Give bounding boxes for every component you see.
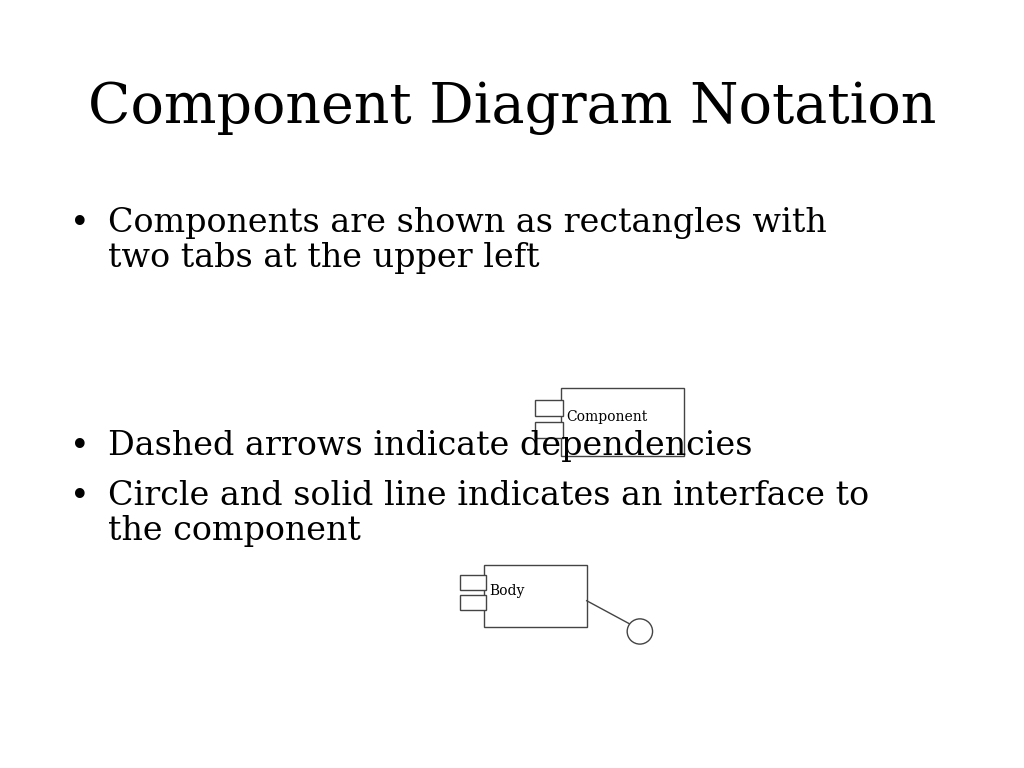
- Bar: [483, 565, 587, 627]
- Text: Body: Body: [489, 584, 524, 598]
- Text: Component: Component: [566, 410, 647, 424]
- Text: the component: the component: [108, 515, 360, 547]
- Text: •: •: [70, 480, 89, 513]
- Ellipse shape: [627, 619, 652, 644]
- Text: two tabs at the upper left: two tabs at the upper left: [108, 242, 540, 274]
- Bar: [460, 575, 486, 590]
- Text: Component Diagram Notation: Component Diagram Notation: [88, 81, 936, 135]
- Bar: [536, 422, 563, 438]
- Bar: [536, 399, 563, 416]
- Bar: [460, 595, 486, 610]
- Bar: [560, 388, 684, 456]
- Text: •: •: [70, 207, 89, 240]
- Text: Components are shown as rectangles with: Components are shown as rectangles with: [108, 207, 826, 240]
- Text: •: •: [70, 430, 89, 463]
- Text: Dashed arrows indicate dependencies: Dashed arrows indicate dependencies: [108, 430, 752, 462]
- Text: Circle and solid line indicates an interface to: Circle and solid line indicates an inter…: [108, 480, 868, 512]
